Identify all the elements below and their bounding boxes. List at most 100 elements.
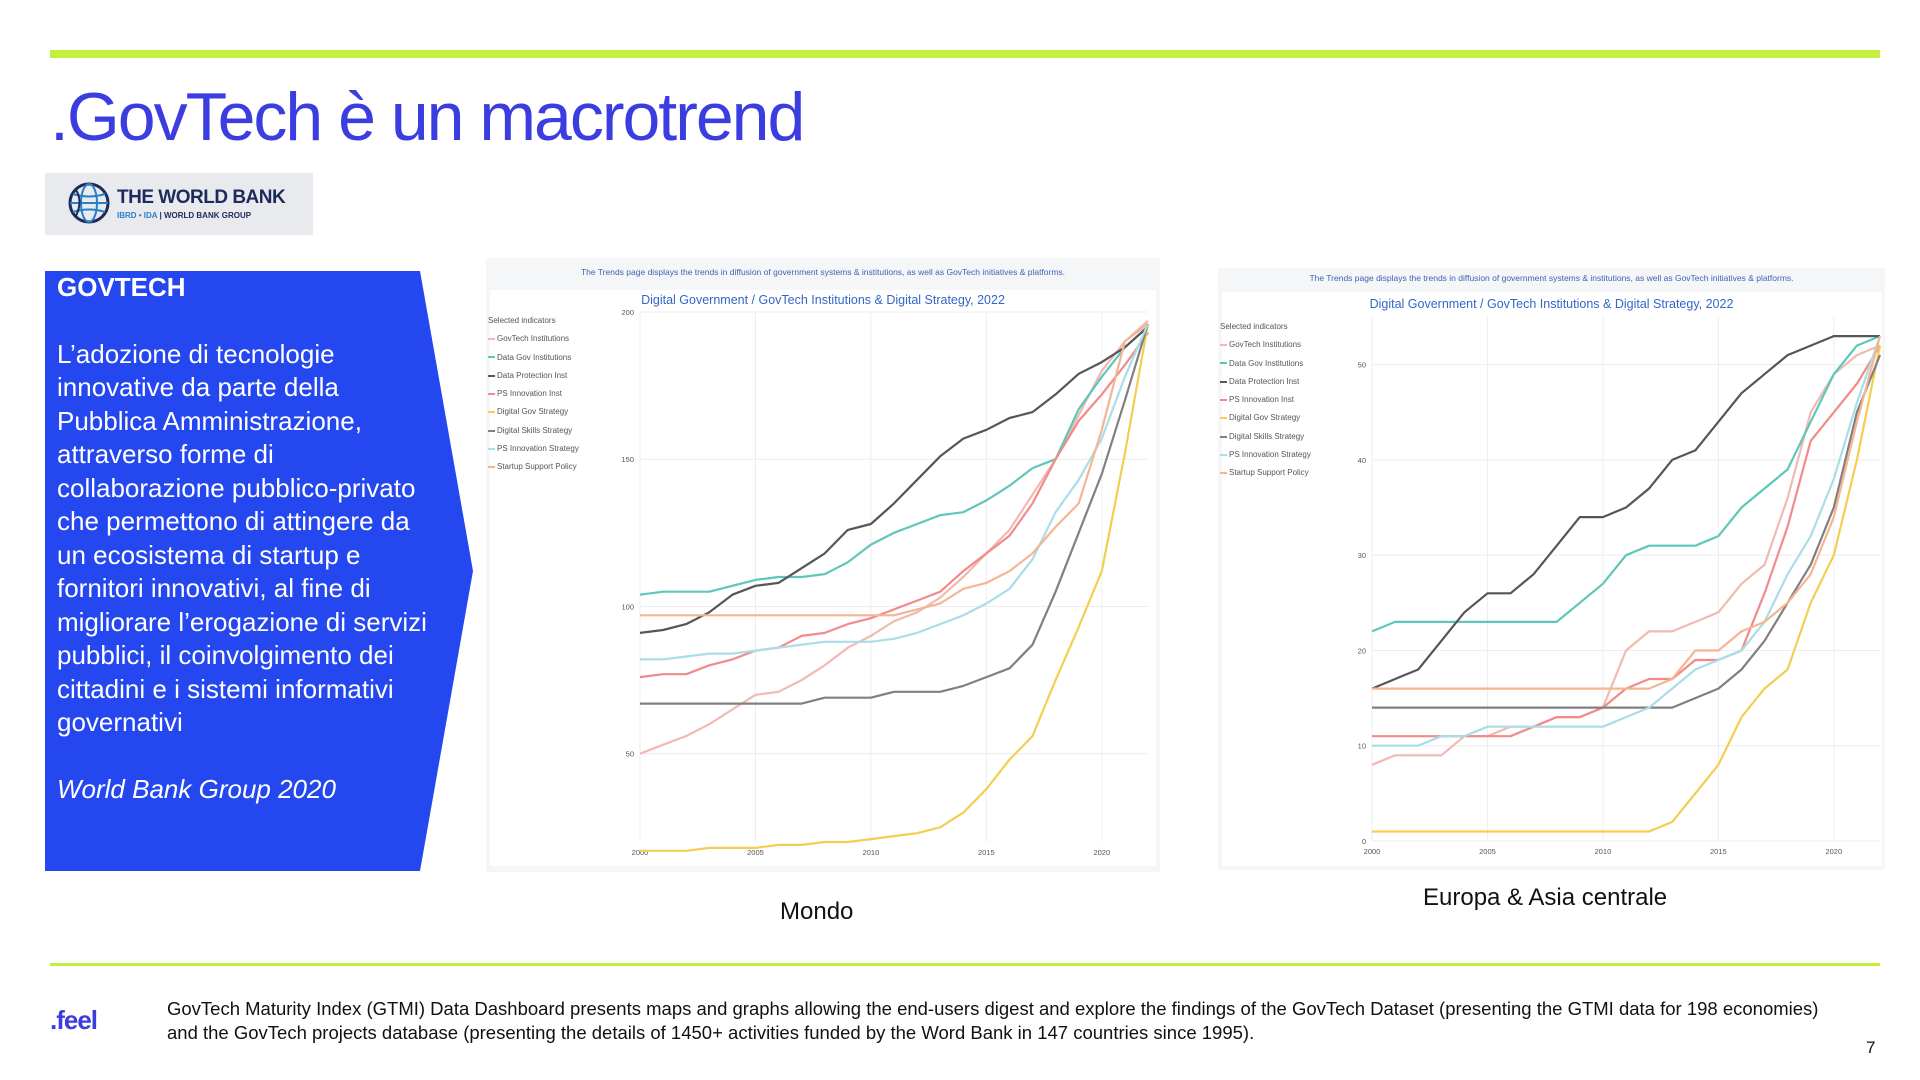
chart-note: The Trends page displays the trends in d… [1309, 273, 1794, 283]
legend-label: GovTech Institutions [1229, 340, 1302, 350]
legend-swatch [488, 466, 495, 469]
panel-heading: GOVTECH [57, 272, 186, 302]
chart-caption-europe-asia: Europa & Asia centrale [1423, 884, 1668, 911]
logo-sub-b: WORLD BANK GROUP [163, 211, 252, 220]
chart-caption-world: Mondo [780, 898, 854, 925]
legend-item[interactable]: Data Gov Institutions [488, 349, 579, 367]
y-tick-label: 30 [1358, 551, 1366, 560]
logo-subtitle: IBRD • IDA | WORLD BANK GROUP [117, 211, 252, 220]
series-line [1372, 354, 1882, 709]
x-tick-label: 2005 [747, 848, 764, 857]
legend-label: Startup Support Policy [497, 462, 577, 472]
legend-item[interactable]: Digital Skills Strategy [1220, 428, 1311, 446]
legend-item[interactable]: PS Innovation Strategy [488, 440, 579, 458]
legend-swatch [488, 374, 495, 377]
series-line [640, 323, 1150, 661]
y-tick-label: 40 [1358, 456, 1366, 465]
legend-item[interactable]: Data Protection Inst [488, 367, 579, 385]
legend-swatch [1220, 380, 1227, 383]
legend-label: Data Gov Institutions [1229, 358, 1304, 368]
x-tick-label: 2015 [1710, 847, 1727, 856]
x-tick-label: 2000 [632, 848, 649, 857]
legend-label: Digital Skills Strategy [1229, 431, 1305, 441]
legend-swatch [1220, 344, 1227, 347]
legend-swatch [488, 356, 495, 359]
y-tick-label: 0 [1362, 837, 1366, 846]
y-tick-label: 20 [1358, 646, 1366, 655]
legend-label: PS Innovation Strategy [1229, 450, 1311, 460]
legend-title: Selected indicators [488, 316, 556, 325]
legend-swatch [1220, 362, 1227, 365]
y-tick-label: 10 [1358, 742, 1366, 751]
legend-swatch [488, 429, 495, 432]
chart-panel-world [490, 290, 1156, 866]
series-line [1371, 335, 1881, 633]
legend-item[interactable]: Digital Skills Strategy [488, 422, 579, 440]
legend-swatch [488, 447, 495, 450]
legend-swatch [1220, 417, 1227, 420]
panel-arrow-shape [45, 271, 473, 871]
legend-label: Digital Gov Strategy [497, 407, 569, 417]
chart-plot: 2000 2005 2010 2015 2020 0 10 20 30 40 50 [1358, 317, 1882, 856]
legend-swatch [1220, 399, 1227, 402]
legend-label: Data Protection Inst [1229, 376, 1300, 386]
chart-title: Digital Government / GovTech Institution… [1369, 297, 1734, 311]
legend-swatch [488, 393, 495, 396]
legend-swatch [1220, 472, 1227, 475]
chart-legend: Selected indicators GovTech Institutions… [1220, 318, 1311, 483]
legend-item[interactable]: GovTech Institutions [1220, 336, 1311, 354]
legend-item[interactable]: PS Innovation Strategy [1220, 446, 1311, 464]
top-accent-line [50, 50, 1880, 58]
feel-logo: .feel [50, 1005, 98, 1035]
legend-label: PS Innovation Inst [497, 389, 562, 399]
legend-item[interactable]: Startup Support Policy [1220, 464, 1311, 482]
globe-icon [68, 182, 110, 224]
series-line [640, 322, 1149, 617]
panel-citation: World Bank Group 2020 [57, 773, 336, 804]
legend-title: Selected indicators [1220, 322, 1288, 331]
chart-plot: 2000 2005 2010 2015 2020 50 100 150 200 [621, 308, 1150, 857]
series-line [639, 319, 1149, 755]
series-line [1372, 335, 1882, 690]
x-tick-label: 2020 [1825, 847, 1842, 856]
legend-items: GovTech Institutions Data Gov Institution… [488, 330, 579, 476]
legend-label: Digital Skills Strategy [497, 425, 573, 435]
legend-label: Startup Support Policy [1229, 468, 1309, 478]
bottom-accent-line [50, 963, 1880, 966]
legend-label: PS Innovation Inst [1229, 395, 1294, 405]
legend-item[interactable]: Data Gov Institutions [1220, 355, 1311, 373]
legend-label: PS Innovation Strategy [497, 444, 579, 454]
legend-item[interactable]: PS Innovation Inst [1220, 391, 1311, 409]
x-tick-label: 2020 [1093, 848, 1110, 857]
legend-swatch [1220, 435, 1227, 438]
legend-item[interactable]: Digital Gov Strategy [488, 403, 579, 421]
legend-label: Data Protection Inst [497, 370, 568, 380]
logo-name: THE WORLD BANK [117, 187, 286, 208]
legend-item[interactable]: Digital Gov Strategy [1220, 409, 1311, 427]
series-line [1372, 335, 1882, 747]
series-line [1372, 345, 1881, 738]
panel-body: L’adozione di tecnologie innovative da p… [57, 338, 427, 738]
legend-swatch [1220, 453, 1227, 456]
series-line [639, 325, 1149, 634]
y-tick-label: 100 [621, 602, 634, 611]
series-line [640, 323, 1150, 852]
chart-card-europe-asia: The Trends page displays the trends in d… [1218, 268, 1885, 870]
series-line [1371, 335, 1880, 690]
world-bank-logo: THE WORLD BANK IBRD • IDA | WORLD BANK G… [45, 173, 313, 235]
x-tick-label: 2000 [1364, 847, 1381, 856]
legend-swatch [488, 411, 495, 414]
legend-item[interactable]: Data Protection Inst [1220, 373, 1311, 391]
series-line [639, 331, 1149, 679]
legend-label: GovTech Institutions [497, 334, 570, 344]
legend-item[interactable]: PS Innovation Inst [488, 385, 579, 403]
legend-item[interactable]: GovTech Institutions [488, 330, 579, 348]
series-line [1372, 345, 1882, 833]
slide-title: .GovTech è un macrotrend [50, 79, 805, 155]
chart-legend: Selected indicators GovTech Institutions… [488, 312, 579, 477]
legend-label: Data Gov Institutions [497, 352, 572, 362]
x-tick-label: 2010 [863, 848, 880, 857]
chart-card-world: The Trends page displays the trends in d… [486, 258, 1160, 872]
chart-panel-europe-asia [1222, 292, 1882, 866]
legend-item[interactable]: Startup Support Policy [488, 458, 579, 476]
